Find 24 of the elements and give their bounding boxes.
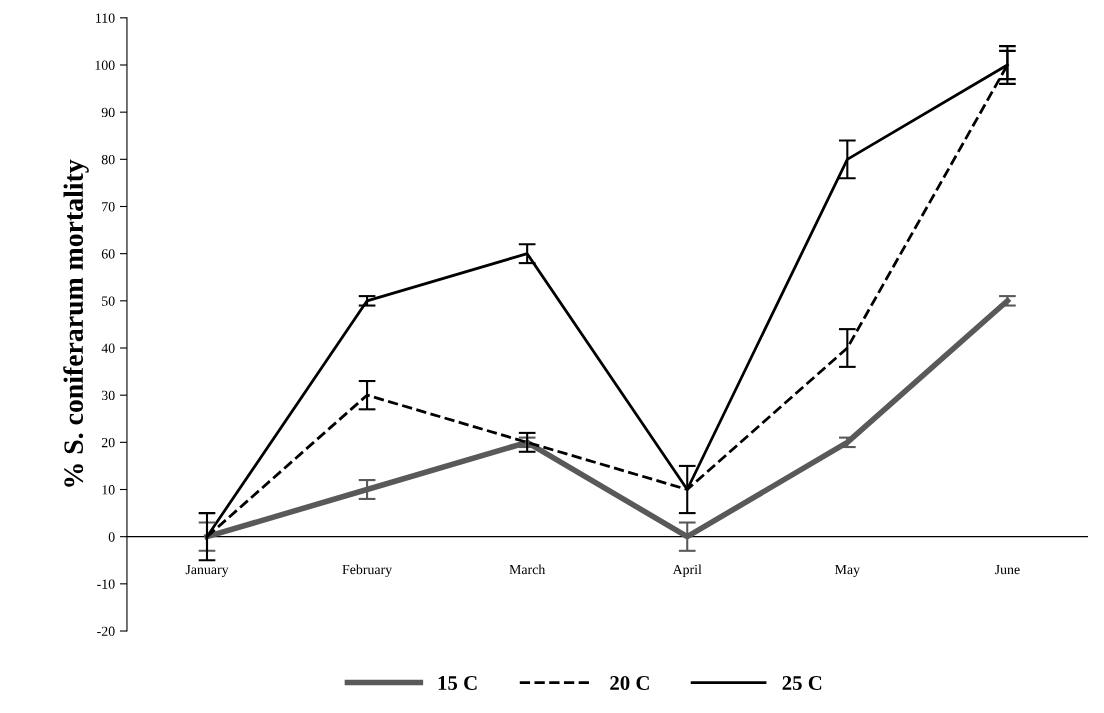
x-tick-label: May bbox=[834, 564, 860, 578]
y-tick-label: 10 bbox=[102, 485, 115, 495]
y-tick-label: -20 bbox=[97, 626, 115, 636]
x-tick-label: April bbox=[672, 564, 702, 578]
y-axis-title: % S. coniferarum mortality bbox=[63, 159, 89, 487]
y-tick-label: 80 bbox=[101, 154, 115, 165]
x-tick-label: February bbox=[342, 564, 393, 578]
y-tick-label: -10 bbox=[97, 579, 115, 589]
x-tick-label: March bbox=[509, 564, 546, 575]
y-tick-label: 60 bbox=[101, 249, 115, 259]
y-tick-label: 20 bbox=[101, 437, 115, 448]
y-tick-label: 50 bbox=[102, 296, 115, 306]
y-tick-label: 110 bbox=[96, 13, 115, 23]
y-tick-label: 40 bbox=[101, 343, 115, 353]
legend-label: 20 C bbox=[610, 675, 649, 691]
y-tick-label: 0 bbox=[108, 532, 115, 542]
x-tick-label: January bbox=[185, 564, 229, 578]
y-tick-label: 70 bbox=[102, 202, 115, 212]
y-tick-label: 100 bbox=[95, 60, 115, 70]
x-tick-label: June bbox=[994, 564, 1020, 575]
legend-label: 15 C bbox=[438, 676, 477, 691]
y-tick-label: 30 bbox=[101, 390, 115, 401]
legend-label: 25 C bbox=[782, 676, 822, 691]
y-tick-label: 90 bbox=[101, 107, 115, 118]
